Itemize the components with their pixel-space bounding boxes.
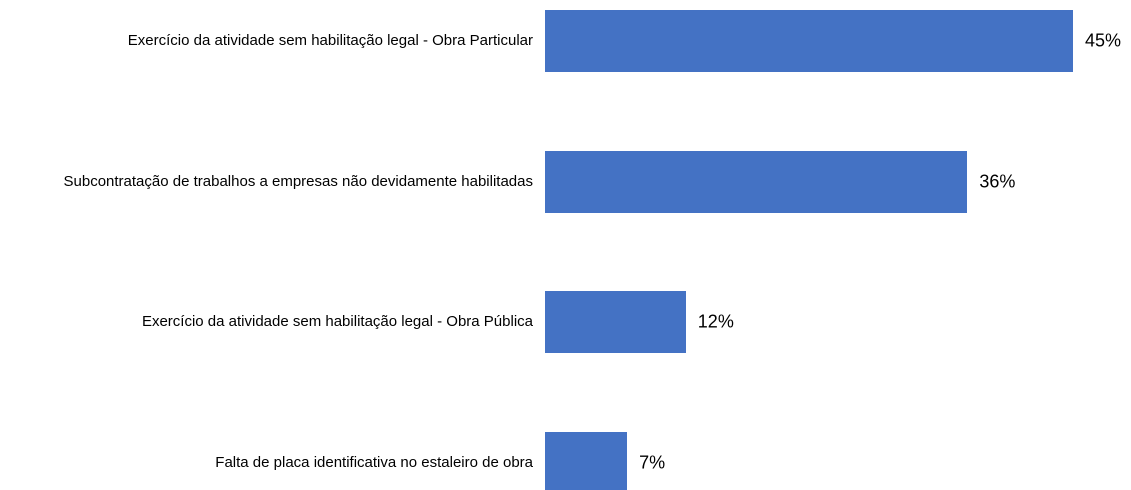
value-label: 12% (697, 311, 734, 332)
category-label: Subcontratação de trabalhos a empresas n… (63, 172, 533, 190)
category-label: Exercício da atividade sem habilitação l… (127, 32, 533, 49)
value-label: 36% (979, 171, 1016, 191)
value-label: 45% (1085, 30, 1122, 51)
bar (545, 150, 968, 213)
bar (545, 10, 1073, 72)
value-label: 7% (639, 452, 666, 472)
bar (545, 291, 686, 353)
bar (545, 431, 628, 490)
category-label: Exercício da atividade sem habilitação l… (141, 313, 533, 330)
category-label: Falta de placa identificativa no estalei… (215, 453, 533, 471)
